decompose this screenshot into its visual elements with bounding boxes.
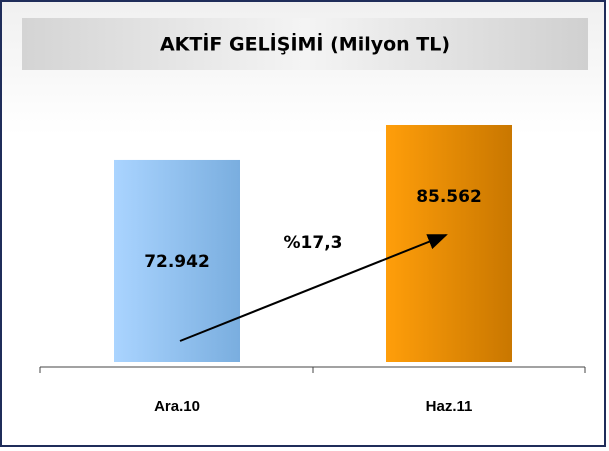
x-tick-label: Ara.10 xyxy=(154,398,200,415)
data-label: 85.562 xyxy=(416,187,482,207)
growth-arrow xyxy=(179,234,448,342)
chart-title: AKTİF GELİŞİMİ (Milyon TL) xyxy=(160,32,450,56)
data-label: 72.942 xyxy=(144,252,210,272)
annotation: %17,3 xyxy=(284,233,343,253)
title-bar xyxy=(22,18,588,70)
x-tick-label: Haz.11 xyxy=(426,398,473,415)
bar xyxy=(386,124,512,363)
bar xyxy=(114,159,240,362)
